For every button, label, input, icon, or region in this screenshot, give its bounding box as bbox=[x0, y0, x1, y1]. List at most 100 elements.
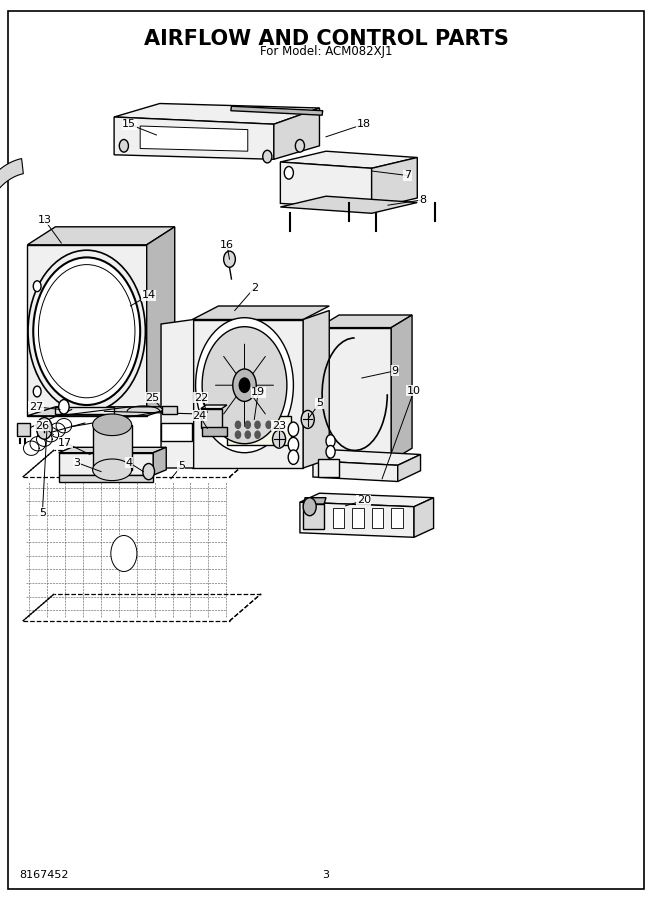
Text: 14: 14 bbox=[141, 290, 156, 301]
Ellipse shape bbox=[93, 414, 132, 436]
Bar bbox=[391, 508, 403, 528]
Text: 7: 7 bbox=[404, 170, 411, 181]
Polygon shape bbox=[202, 427, 227, 436]
Circle shape bbox=[233, 369, 256, 401]
Circle shape bbox=[301, 410, 314, 428]
Circle shape bbox=[33, 257, 140, 405]
Polygon shape bbox=[391, 315, 412, 461]
Polygon shape bbox=[93, 425, 132, 470]
Circle shape bbox=[202, 327, 287, 444]
Circle shape bbox=[288, 437, 299, 452]
Circle shape bbox=[235, 431, 241, 438]
Circle shape bbox=[273, 430, 286, 448]
Ellipse shape bbox=[93, 459, 132, 481]
Polygon shape bbox=[17, 423, 30, 436]
Text: 3: 3 bbox=[74, 457, 80, 468]
Bar bbox=[352, 508, 364, 528]
Text: 2: 2 bbox=[251, 283, 258, 293]
Polygon shape bbox=[303, 504, 324, 529]
Text: 15: 15 bbox=[122, 119, 136, 130]
Polygon shape bbox=[398, 454, 421, 482]
Circle shape bbox=[101, 458, 110, 471]
Text: 23: 23 bbox=[272, 420, 286, 431]
Polygon shape bbox=[280, 196, 417, 213]
Text: 9: 9 bbox=[392, 365, 398, 376]
Polygon shape bbox=[318, 328, 391, 461]
Text: 8: 8 bbox=[419, 194, 426, 205]
Polygon shape bbox=[372, 158, 417, 209]
Polygon shape bbox=[300, 502, 414, 537]
Text: 3: 3 bbox=[323, 870, 329, 880]
Text: 17: 17 bbox=[58, 437, 72, 448]
Text: 8167452: 8167452 bbox=[20, 870, 69, 880]
Text: 22: 22 bbox=[194, 392, 208, 403]
Circle shape bbox=[326, 435, 335, 447]
Polygon shape bbox=[27, 245, 147, 416]
Text: 26: 26 bbox=[35, 420, 49, 431]
Text: AIRFLOW AND CONTROL PARTS: AIRFLOW AND CONTROL PARTS bbox=[143, 29, 509, 49]
Polygon shape bbox=[162, 406, 177, 414]
Polygon shape bbox=[114, 104, 319, 124]
Polygon shape bbox=[227, 416, 291, 445]
Polygon shape bbox=[114, 117, 274, 159]
Text: 27: 27 bbox=[29, 401, 43, 412]
Circle shape bbox=[284, 166, 293, 179]
Circle shape bbox=[266, 421, 271, 428]
Circle shape bbox=[33, 386, 41, 397]
Polygon shape bbox=[318, 315, 412, 328]
Polygon shape bbox=[280, 151, 417, 168]
Polygon shape bbox=[313, 450, 421, 465]
Polygon shape bbox=[274, 108, 319, 159]
Circle shape bbox=[59, 400, 69, 414]
Text: 16: 16 bbox=[220, 239, 234, 250]
Circle shape bbox=[119, 140, 128, 152]
Circle shape bbox=[111, 536, 137, 572]
Circle shape bbox=[326, 446, 335, 458]
Polygon shape bbox=[161, 320, 194, 468]
Polygon shape bbox=[303, 310, 329, 468]
Polygon shape bbox=[280, 162, 372, 209]
Polygon shape bbox=[313, 461, 398, 482]
Polygon shape bbox=[27, 407, 175, 416]
Circle shape bbox=[235, 421, 241, 428]
Polygon shape bbox=[201, 405, 227, 409]
Circle shape bbox=[288, 450, 299, 464]
Circle shape bbox=[224, 251, 235, 267]
Text: 5: 5 bbox=[316, 398, 323, 409]
Polygon shape bbox=[147, 227, 175, 416]
Circle shape bbox=[303, 498, 316, 516]
Circle shape bbox=[263, 150, 272, 163]
Polygon shape bbox=[59, 453, 153, 475]
Polygon shape bbox=[59, 475, 153, 482]
Polygon shape bbox=[414, 498, 434, 537]
Polygon shape bbox=[153, 447, 166, 475]
Text: 13: 13 bbox=[37, 214, 52, 225]
Circle shape bbox=[255, 421, 260, 428]
Text: 18: 18 bbox=[357, 119, 371, 130]
Circle shape bbox=[288, 422, 299, 436]
Circle shape bbox=[28, 250, 145, 412]
Polygon shape bbox=[201, 409, 222, 428]
Text: 5: 5 bbox=[178, 461, 185, 472]
Circle shape bbox=[37, 418, 52, 439]
Circle shape bbox=[239, 378, 250, 392]
Polygon shape bbox=[55, 407, 114, 414]
Text: 4: 4 bbox=[126, 457, 132, 468]
Text: For Model: ACM082XJ1: For Model: ACM082XJ1 bbox=[259, 45, 393, 58]
Text: 20: 20 bbox=[357, 495, 371, 506]
Circle shape bbox=[143, 464, 155, 480]
Circle shape bbox=[245, 421, 250, 428]
Circle shape bbox=[245, 431, 250, 438]
Text: 5: 5 bbox=[39, 508, 46, 518]
Polygon shape bbox=[140, 126, 248, 151]
Text: 19: 19 bbox=[251, 387, 265, 398]
Circle shape bbox=[33, 281, 41, 292]
Polygon shape bbox=[192, 320, 303, 468]
Bar bbox=[333, 508, 344, 528]
Polygon shape bbox=[161, 423, 192, 441]
Polygon shape bbox=[59, 447, 166, 453]
Polygon shape bbox=[303, 498, 326, 504]
Text: 10: 10 bbox=[407, 385, 421, 396]
Circle shape bbox=[255, 431, 260, 438]
Text: 25: 25 bbox=[145, 392, 160, 403]
